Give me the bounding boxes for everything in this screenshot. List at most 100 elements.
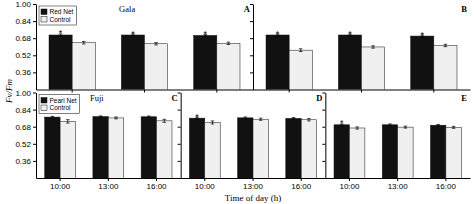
error-bar [292,118,296,120]
error-bar [147,116,151,117]
bar-series [205,118,317,178]
bar [238,118,253,178]
plot-area [189,117,316,178]
y-axis: 0.360.520.680.841.00 [15,0,36,90]
x-tick-label: 13:00 [98,182,119,191]
bar [362,47,385,90]
error-bar [211,121,215,124]
error-bar [66,120,70,123]
legend: Pearl NetControl [39,95,80,114]
annotation: * [59,28,63,38]
y-tick-mark [250,72,253,73]
error-bar [82,41,86,44]
x-tick [361,90,362,93]
y-tick-mark [33,144,36,145]
plot-area [266,34,457,89]
bar-series [45,116,157,178]
x-axis: 10:00 13:00 16:00 [326,178,471,191]
bar [145,44,168,90]
legend-swatch [41,105,47,111]
panel-title: D [316,93,322,103]
y-tick: 1.00 [15,0,36,9]
annotation: * [195,112,199,122]
bar [72,43,95,90]
y-axis-line [36,93,37,179]
y-tick [178,93,181,94]
chart: 0.360.520.680.841.00***AGalaRed NetContr… [0,0,474,204]
bar [253,119,268,178]
bar-series [72,41,240,89]
y-tick-mark [322,93,325,94]
x-tick-mark [144,90,145,93]
bar [411,36,434,89]
y-tick [250,38,253,39]
y-axis-line [181,93,182,179]
x-tick [72,90,73,93]
annotation: * [131,29,135,39]
y-tick [178,127,181,128]
x-axis [37,90,254,93]
panel: 10:0013:0016:00*E [322,93,470,199]
error-bar [259,118,263,120]
y-tick [322,93,325,94]
y-tick [178,161,181,162]
bar [301,120,316,178]
error-bar [371,46,375,48]
bar [338,35,361,90]
bar [49,35,72,90]
x-tick-label: 16:00 [147,182,168,191]
x-tick-mark [216,90,217,93]
bar [108,118,123,178]
x-tick-label: 10:00 [339,182,360,191]
y-tick [178,110,181,111]
y-tick-mark [250,38,253,39]
bar [289,50,312,89]
x-tick: 13:00 [243,178,264,191]
x-tick [216,90,217,93]
y-axis [322,93,326,179]
plot-area [334,124,461,178]
error-bar [299,49,303,52]
x-tick-mark [156,178,157,181]
error-bar [243,117,247,119]
bar [157,121,172,178]
x-axis-title: Time of day (h) [225,193,281,203]
x-tick-mark [361,90,362,93]
bar-series [266,34,434,89]
y-tick-mark [250,55,253,56]
bar [398,127,413,178]
x-tick-mark [301,178,302,181]
y-tick-label: 0.36 [15,68,31,77]
legend-label: Pearl Net [50,97,77,104]
x-tick: 13:00 [98,178,119,191]
panel-title: C [172,93,178,103]
y-tick-mark [178,144,181,145]
x-tick: 10:00 [50,178,71,191]
y-tick-mark [33,38,36,39]
x-tick-mark [289,90,290,93]
x-tick: 13:00 [388,178,409,191]
error-bar [154,43,158,45]
bar [382,125,397,178]
x-tick-mark [60,178,61,181]
bar [141,117,156,178]
bar-series [49,34,217,90]
y-tick: 1.00 [15,89,36,98]
y-tick: 0.52 [15,140,36,149]
panel-subtitle: Fuji [90,93,104,103]
x-tick-label: 13:00 [243,182,264,191]
y-tick-mark [322,110,325,111]
legend-swatch [41,98,47,104]
annotation: * [276,29,280,39]
bar [45,117,60,178]
bar [217,43,240,89]
y-tick-label: 0.68 [15,34,31,43]
x-tick: 16:00 [436,178,457,191]
panel-title: E [461,93,467,103]
annotation: * [204,29,208,39]
y-tick [250,55,253,56]
error-bar [307,119,311,121]
y-tick [322,110,325,111]
bar [334,125,349,178]
y-tick [322,161,325,162]
